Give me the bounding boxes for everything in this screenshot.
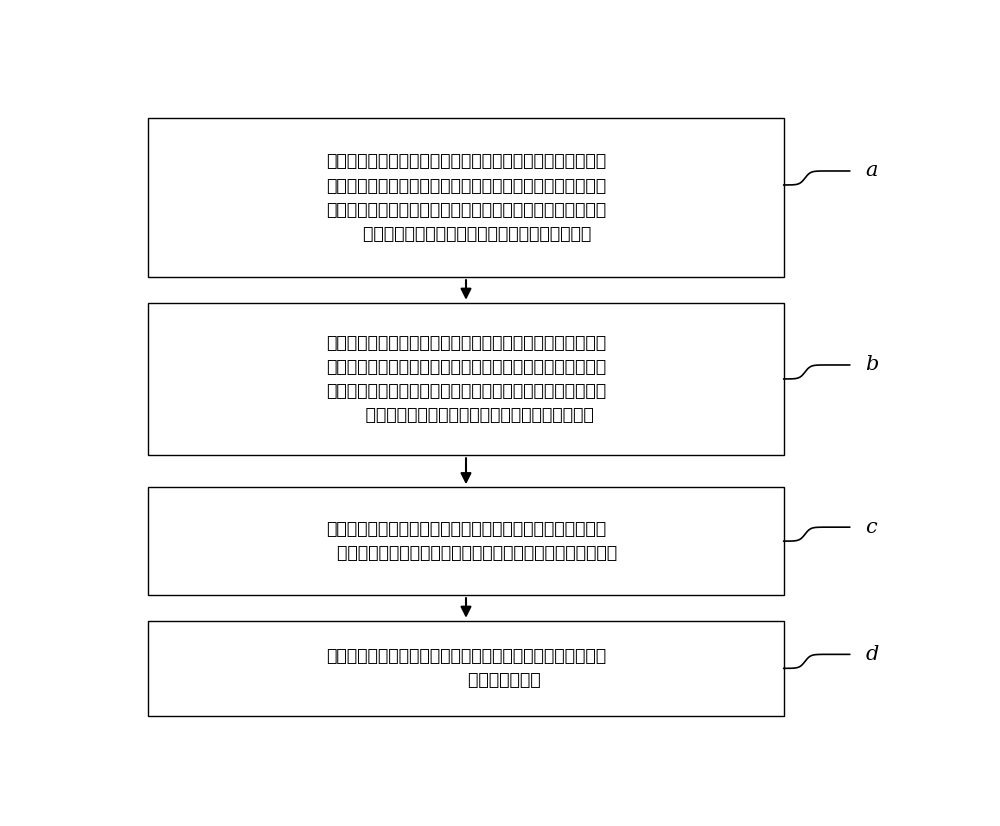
Text: 上传到控制中心: 上传到控制中心 (391, 672, 541, 690)
Text: 由红外传感器和电梯轿厢底部的压力传感器采集的数据信息分: 由红外传感器和电梯轿厢底部的压力传感器采集的数据信息分 (326, 153, 606, 170)
Text: d: d (865, 645, 879, 664)
Text: 在楼层、高度以及与楼层电梯门的相对位置，并通过电梯轿厢: 在楼层、高度以及与楼层电梯门的相对位置，并通过电梯轿厢 (326, 382, 606, 400)
Text: b: b (865, 355, 879, 374)
Text: 乘载状态，则启动两个监控区域的全部智能摄像机: 乘载状态，则启动两个监控区域的全部智能摄像机 (341, 225, 591, 243)
Bar (148, 302, 784, 455)
Bar (148, 487, 784, 596)
Text: a: a (865, 162, 878, 181)
Bar (148, 620, 784, 716)
Text: 设定电梯轿厢内的乘坐人员扳动电梯微调机构，电梯门缓慢打: 设定电梯轿厢内的乘坐人员扳动电梯微调机构，电梯门缓慢打 (326, 520, 606, 538)
Text: 智能摄像机拍摄电梯轿厢内的图像信息，并将采集的图像信息: 智能摄像机拍摄电梯轿厢内的图像信息，并将采集的图像信息 (326, 648, 606, 665)
Text: 析判断电梯轿厢是否处于空载状态，若电梯轿厢处于空载状态: 析判断电梯轿厢是否处于空载状态，若电梯轿厢处于空载状态 (326, 177, 606, 195)
Text: ，则休眠两个监控区域中的一台智能摄像机，若电梯轿厢处于: ，则休眠两个监控区域中的一台智能摄像机，若电梯轿厢处于 (326, 201, 606, 219)
Text: 电梯轿厢外的梯门对准识别装置开启，检测当前电梯轿厢的所: 电梯轿厢外的梯门对准识别装置开启，检测当前电梯轿厢的所 (326, 358, 606, 376)
Text: 设定电梯轿厢内的乘坐人员触发电梯轿厢内的故障报警开关，: 设定电梯轿厢内的乘坐人员触发电梯轿厢内的故障报警开关， (326, 334, 606, 352)
Text: 内的显示屏显示电梯轿厢与楼层电梯门的相对位置: 内的显示屏显示电梯轿厢与楼层电梯门的相对位置 (338, 406, 594, 425)
Text: c: c (865, 518, 877, 537)
Bar (148, 118, 784, 278)
Text: 开的同时，电梯轿厢顶部的安全防落器将导轨器上的钢索卡死: 开的同时，电梯轿厢顶部的安全防落器将导轨器上的钢索卡死 (315, 544, 617, 563)
